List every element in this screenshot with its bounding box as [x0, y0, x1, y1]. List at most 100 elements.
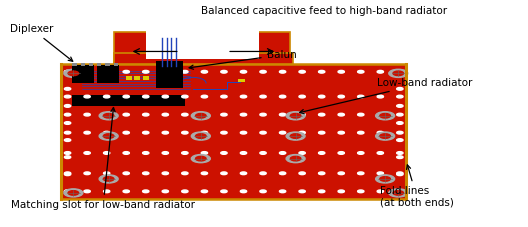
Circle shape [143, 131, 149, 134]
Circle shape [84, 172, 90, 175]
Circle shape [397, 70, 403, 73]
Bar [72, 62, 77, 66]
Circle shape [182, 152, 188, 154]
Circle shape [299, 190, 305, 193]
Circle shape [279, 70, 286, 73]
Circle shape [380, 134, 390, 138]
Circle shape [103, 70, 110, 73]
Circle shape [240, 190, 247, 193]
Circle shape [182, 70, 188, 73]
Circle shape [103, 131, 110, 134]
Circle shape [389, 69, 408, 77]
Circle shape [338, 70, 344, 73]
Circle shape [357, 113, 364, 116]
Circle shape [195, 114, 206, 118]
Bar [238, 79, 244, 82]
Circle shape [182, 190, 188, 193]
Bar [89, 62, 93, 66]
Circle shape [201, 152, 208, 154]
Bar [114, 32, 177, 64]
Bar [146, 30, 259, 59]
Circle shape [397, 139, 403, 141]
Text: Matching slot for low-band radiator: Matching slot for low-band radiator [11, 108, 195, 210]
Circle shape [299, 131, 305, 134]
Bar [81, 62, 85, 66]
Circle shape [357, 190, 364, 193]
Circle shape [338, 190, 344, 193]
Circle shape [64, 139, 71, 141]
Circle shape [318, 131, 325, 134]
Circle shape [299, 172, 305, 175]
Circle shape [380, 177, 390, 181]
Circle shape [103, 172, 110, 175]
Circle shape [191, 132, 210, 140]
Circle shape [143, 172, 149, 175]
Circle shape [195, 134, 206, 138]
Circle shape [279, 152, 286, 154]
Circle shape [279, 113, 286, 116]
Circle shape [221, 131, 227, 134]
Circle shape [123, 70, 129, 73]
Circle shape [393, 71, 403, 76]
Circle shape [357, 152, 364, 154]
Text: Balanced capacitive feed to high-band radiator: Balanced capacitive feed to high-band ra… [202, 6, 448, 16]
Bar [156, 61, 183, 88]
Circle shape [84, 95, 90, 98]
Circle shape [64, 70, 71, 73]
Circle shape [290, 156, 301, 161]
Circle shape [162, 95, 168, 98]
Circle shape [64, 87, 71, 90]
Circle shape [318, 152, 325, 154]
Circle shape [338, 172, 344, 175]
Circle shape [397, 173, 403, 176]
Circle shape [397, 70, 403, 73]
Circle shape [260, 152, 266, 154]
Circle shape [162, 131, 168, 134]
Circle shape [260, 113, 266, 116]
Circle shape [290, 134, 301, 138]
Circle shape [397, 95, 403, 98]
Circle shape [357, 131, 364, 134]
Circle shape [143, 190, 149, 193]
Circle shape [123, 172, 129, 175]
Circle shape [240, 95, 247, 98]
Circle shape [260, 95, 266, 98]
Circle shape [221, 190, 227, 193]
Circle shape [240, 113, 247, 116]
Circle shape [64, 113, 71, 116]
Circle shape [201, 172, 208, 175]
Bar [114, 53, 293, 64]
Circle shape [99, 175, 118, 183]
Circle shape [338, 152, 344, 154]
Circle shape [397, 190, 403, 193]
Circle shape [338, 113, 344, 116]
Circle shape [201, 113, 208, 116]
Circle shape [64, 189, 83, 197]
Circle shape [299, 113, 305, 116]
Circle shape [397, 122, 403, 124]
Circle shape [182, 95, 188, 98]
Circle shape [123, 131, 129, 134]
Circle shape [299, 95, 305, 98]
Circle shape [299, 70, 305, 73]
Circle shape [375, 112, 394, 120]
Circle shape [143, 95, 149, 98]
Circle shape [240, 172, 247, 175]
Circle shape [221, 70, 227, 73]
Circle shape [195, 156, 206, 161]
Circle shape [318, 70, 325, 73]
Circle shape [123, 113, 129, 116]
Circle shape [123, 95, 129, 98]
Circle shape [377, 152, 383, 154]
Circle shape [377, 70, 383, 73]
Circle shape [64, 190, 71, 193]
Circle shape [279, 190, 286, 193]
Bar [97, 62, 101, 66]
Circle shape [279, 95, 286, 98]
Text: Diplexer: Diplexer [10, 24, 73, 61]
Circle shape [338, 95, 344, 98]
Bar [143, 76, 149, 80]
Circle shape [375, 132, 394, 140]
Circle shape [397, 152, 403, 154]
Circle shape [393, 191, 403, 195]
